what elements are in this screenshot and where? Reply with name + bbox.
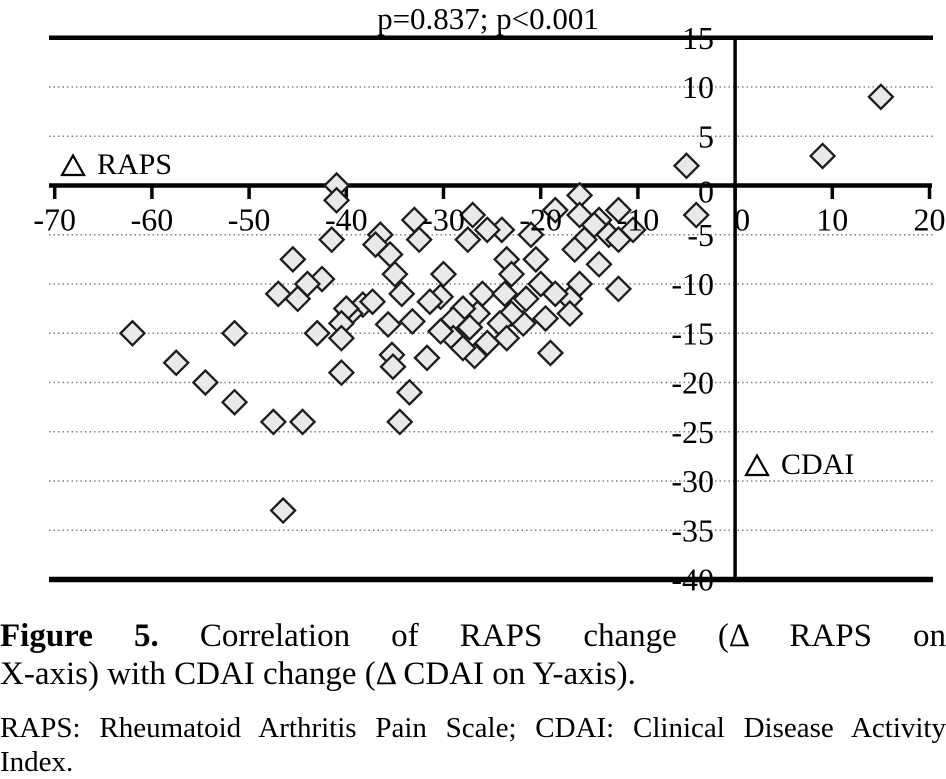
y-tick-label: -15 <box>671 315 714 351</box>
x-tick-label: -60 <box>131 202 174 238</box>
data-point-diamond <box>381 260 409 288</box>
data-point-diamond <box>279 245 307 274</box>
x-tick-label: -40 <box>325 202 368 238</box>
y-tick-label: -20 <box>671 365 714 401</box>
figure-caption-line1: Figure 5. Correlation of RAPS change (Δ … <box>0 617 946 655</box>
data-point-diamond <box>682 201 710 229</box>
delta-triangle-icon <box>60 153 86 177</box>
data-point-diamond <box>493 324 521 352</box>
chart-title: p=0.837; p<0.001 <box>377 1 599 36</box>
data-point-diamond <box>191 368 219 397</box>
y-tick-label: -40 <box>671 562 714 598</box>
data-point-diamond <box>118 319 147 347</box>
data-point-diamond <box>327 324 356 352</box>
data-point-diamond <box>536 339 565 367</box>
data-point-diamond <box>808 142 837 170</box>
figure-caption: Figure 5. Correlation of RAPS change (Δ … <box>0 617 946 693</box>
x-axis-variable-text: RAPS <box>97 148 173 181</box>
y-tick-label: 5 <box>698 118 714 154</box>
data-point-diamond <box>531 304 560 333</box>
figure-caption-line2: X-axis) with CDAI change (Δ CDAI on Y-ax… <box>0 656 636 692</box>
y-tick-label: -30 <box>671 463 714 499</box>
data-point-diamond <box>561 235 589 264</box>
y-axis-variable-text: CDAI <box>781 448 855 481</box>
data-point-diamond <box>386 408 414 436</box>
data-point-diamond <box>220 319 249 347</box>
figure-footnote: RAPS: Rheumatoid Arthritis Pain Scale; C… <box>0 711 946 779</box>
data-point-diamond <box>288 408 317 436</box>
x-tick-label: 0 <box>734 202 750 238</box>
figure-number: Figure 5. <box>0 618 159 654</box>
y-tick-label: -5 <box>687 217 714 253</box>
data-point-diamond <box>556 299 584 328</box>
data-point-diamond <box>416 288 444 316</box>
data-point-diamond <box>468 280 497 308</box>
x-tick-label: -20 <box>519 202 562 238</box>
data-point-diamond <box>426 317 455 345</box>
data-point-diamond <box>303 319 331 347</box>
data-point-diamond <box>867 83 895 111</box>
y-tick-label: 0 <box>698 174 714 210</box>
data-point-diamond <box>395 378 424 406</box>
x-tick-label: 10 <box>816 202 848 238</box>
data-point-diamond <box>541 196 569 224</box>
data-point-diamond <box>358 288 387 316</box>
figure-caption-text: Correlation of RAPS change (Δ RAPS on <box>199 618 946 654</box>
data-point-diamond <box>585 250 613 278</box>
data-point-diamond <box>374 310 402 339</box>
x-tick-label: -10 <box>617 202 660 238</box>
x-tick-label: -70 <box>33 202 76 238</box>
data-point-diamond <box>527 270 555 298</box>
y-tick-label: -10 <box>671 266 714 302</box>
data-point-diamond <box>449 334 477 362</box>
figure-footnote-line2: Index. <box>0 746 74 778</box>
data-point-diamond <box>512 285 540 313</box>
x-tick-label: -30 <box>422 202 465 238</box>
data-point-diamond <box>429 260 458 288</box>
data-point-diamond <box>162 349 190 377</box>
data-point-diamond <box>517 221 545 249</box>
x-tick-label: -50 <box>228 202 271 238</box>
data-point-diamond <box>264 280 292 308</box>
data-point-diamond <box>269 496 297 525</box>
y-tick-label: -35 <box>671 512 714 548</box>
x-axis-variable-label: RAPS <box>60 150 172 180</box>
data-point-diamond <box>322 186 351 214</box>
data-point-diamond <box>388 280 416 308</box>
data-point-diamond <box>459 201 487 229</box>
data-point-diamond <box>491 280 519 308</box>
data-point-diamond <box>405 226 433 254</box>
y-tick-label: -25 <box>671 414 714 450</box>
data-point-diamond <box>456 313 484 341</box>
x-tick-label: 20 <box>914 202 946 238</box>
data-point-diamond <box>259 408 288 436</box>
data-point-diamond <box>522 245 550 274</box>
data-point-diamond <box>398 307 427 336</box>
figure-footnote-line1: RAPS: Rheumatoid Arthritis Pain Scale; C… <box>0 712 946 744</box>
data-point-diamond <box>413 344 441 372</box>
data-point-diamond <box>454 226 482 254</box>
data-point-diamond <box>327 359 356 387</box>
data-point-diamond <box>379 353 407 381</box>
data-point-diamond <box>497 260 526 288</box>
delta-triangle-icon <box>744 453 770 477</box>
data-point-diamond <box>604 196 633 224</box>
scatter-chart: -70 -60 -50 -40 -30 -20 -10 0 10 20 15 10 5 0 -5 -10 -15… <box>33 20 946 598</box>
data-point-diamond <box>318 226 346 254</box>
y-tick-label: 10 <box>682 69 714 105</box>
data-point-diamond <box>473 216 501 244</box>
y-axis-variable-label: CDAI <box>744 450 854 480</box>
data-point-diamond <box>604 275 633 303</box>
data-point-diamond <box>604 226 633 254</box>
data-point-diamond <box>220 388 249 416</box>
y-tick-label: 15 <box>682 20 714 56</box>
data-point-diamond <box>672 152 701 180</box>
